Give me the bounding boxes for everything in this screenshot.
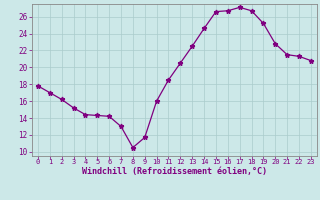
X-axis label: Windchill (Refroidissement éolien,°C): Windchill (Refroidissement éolien,°C) <box>82 167 267 176</box>
